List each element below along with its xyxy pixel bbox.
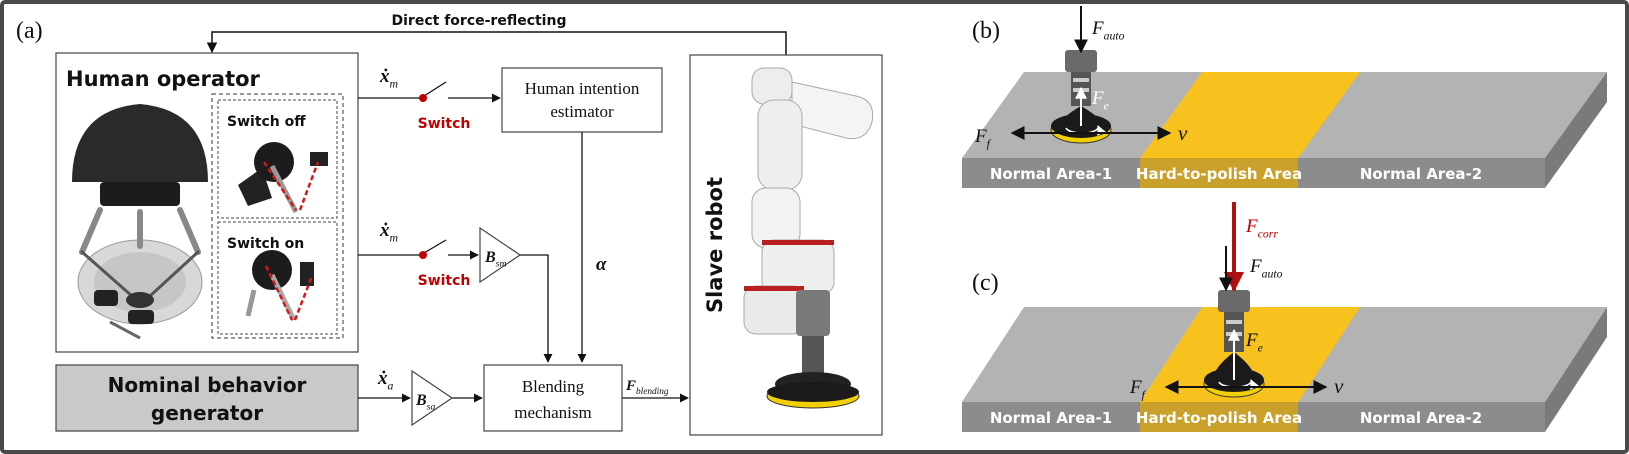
f-f-label-c: Ff	[1129, 377, 1147, 401]
top-signal-path	[358, 81, 501, 103]
switch-off-handle-illustration	[238, 142, 328, 214]
area-normal2-b: Normal Area-2	[1360, 165, 1482, 183]
blending-mechanism-block	[483, 364, 623, 432]
panel-label-a: (a)	[16, 18, 43, 44]
gain-bsa-triangle	[411, 369, 454, 427]
intention-estimator-block	[501, 67, 663, 133]
feedback-label: Direct force-reflecting	[392, 13, 567, 29]
nominal-line2: generator	[151, 401, 263, 425]
f-corr-label-c: Fcorr	[1245, 216, 1278, 240]
switch-top-pivot[interactable]	[419, 94, 427, 102]
alpha-label: α	[596, 254, 607, 275]
middle-signal-path	[358, 239, 553, 363]
surface-c	[962, 307, 1607, 432]
blending-line2: mechanism	[514, 403, 591, 422]
xm-bottom-label: ẋm	[379, 220, 399, 244]
xm-top-label: ẋm	[379, 66, 399, 90]
blending-line1: Blending	[522, 377, 585, 396]
slave-robot-label: Slave robot	[703, 177, 727, 313]
f-blending-label: Fblending	[625, 378, 669, 397]
f-e-label-b: Fe	[1091, 88, 1109, 112]
switch-inset-box	[211, 93, 344, 339]
intention-estimator-line1: Human intention	[525, 79, 640, 98]
switch-top-label[interactable]: Switch	[418, 116, 471, 132]
switch-on-handle-illustration	[245, 250, 314, 322]
f-f-label-b: Ff	[974, 126, 992, 150]
slave-robot-illustration	[743, 67, 874, 409]
panel-label-c: (c)	[972, 270, 999, 296]
switch-off-label: Switch off	[227, 114, 306, 130]
area-normal1-c: Normal Area-1	[990, 409, 1112, 427]
area-hard-c: Hard-to-polish Area	[1136, 409, 1302, 427]
f-auto-label-b: Fauto	[1091, 18, 1125, 42]
gain-bsm-label: Bsm	[484, 249, 507, 270]
gain-bsm-triangle	[479, 226, 522, 284]
f-auto-label-c: Fauto	[1249, 256, 1283, 280]
haptic-device-illustration	[72, 104, 208, 340]
surface-b	[962, 72, 1607, 188]
switch-bottom-pivot[interactable]	[419, 251, 427, 259]
v-label-b: v	[1178, 121, 1188, 145]
nominal-behavior-generator	[55, 364, 359, 432]
xa-label: ẋa	[377, 368, 394, 392]
area-normal2-c: Normal Area-2	[1360, 409, 1482, 427]
f-e-label-c: Fe	[1245, 330, 1263, 354]
v-label-c: v	[1334, 374, 1344, 398]
gain-bsa-label: Bsa	[415, 392, 436, 413]
area-hard-b: Hard-to-polish Area	[1136, 165, 1302, 183]
intention-estimator-line2: estimator	[550, 102, 614, 121]
human-operator-title: Human operator	[66, 67, 261, 91]
switch-bottom-label[interactable]: Switch	[418, 273, 471, 289]
panel-label-b: (b)	[972, 18, 1000, 44]
feedback-loop	[206, 31, 787, 55]
switch-on-label: Switch on	[227, 236, 304, 252]
area-normal1-b: Normal Area-1	[990, 165, 1112, 183]
nominal-line1: Nominal behavior	[108, 373, 307, 397]
